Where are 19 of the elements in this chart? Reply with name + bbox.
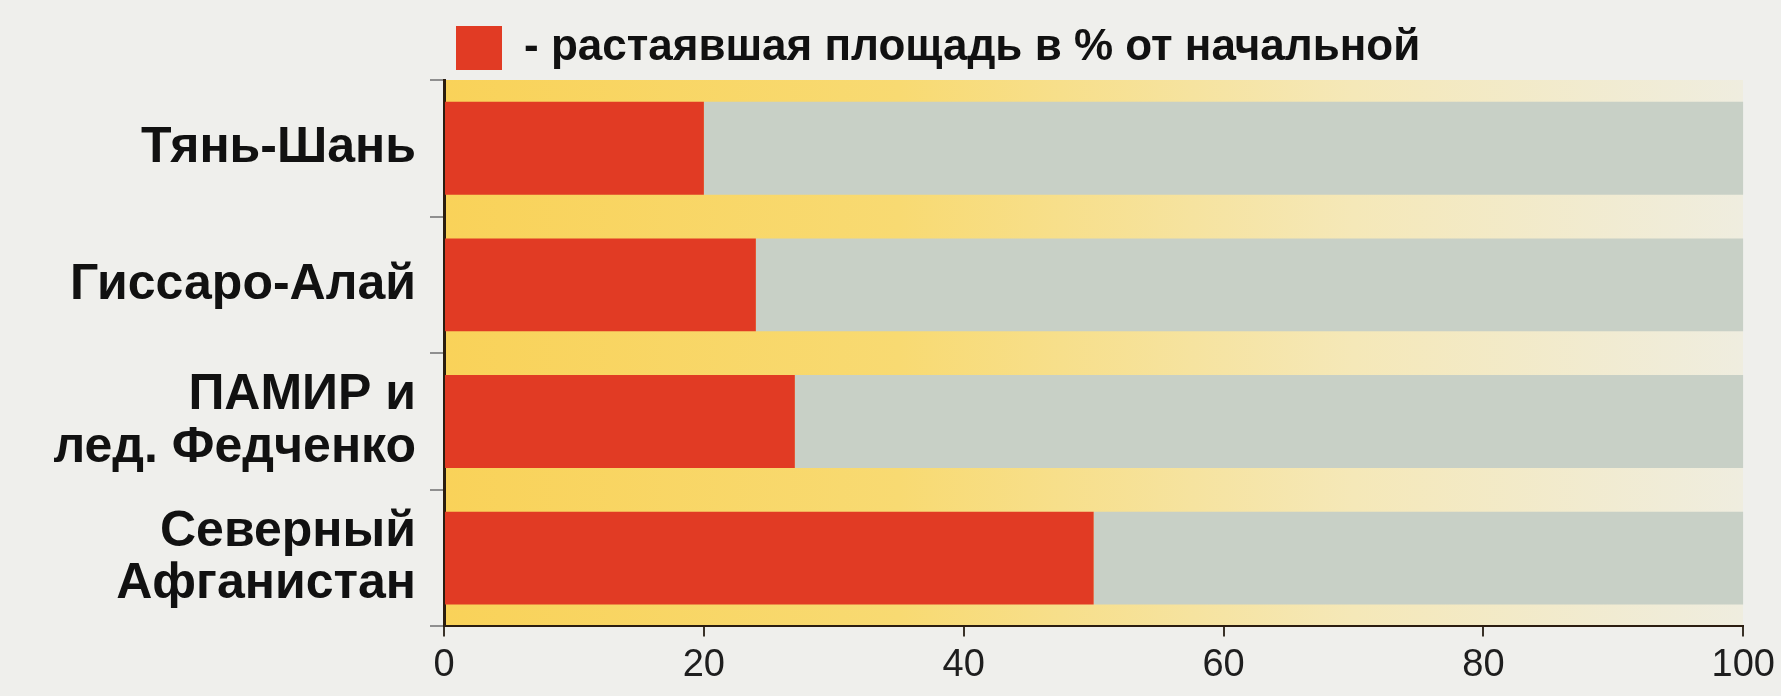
x-tick-label: 20: [682, 641, 725, 684]
y-tick-label: Северный Афганистан: [116, 500, 416, 610]
x-tick-label: 0: [433, 641, 455, 684]
x-tick-label: 40: [942, 641, 985, 684]
x-tick-label: 80: [1462, 641, 1505, 684]
bar: [445, 238, 756, 332]
x-tick-label: 100: [1711, 641, 1775, 684]
y-tick-label: Гиссаро-Алай: [69, 253, 416, 310]
bar: [755, 238, 1744, 332]
bar: [703, 101, 1744, 195]
bar: [445, 511, 1094, 605]
y-tick-label: Тянь-Шань: [140, 117, 416, 174]
bar: [445, 101, 704, 195]
bar: [445, 375, 795, 468]
x-tick-label: 60: [1202, 641, 1245, 684]
bar: [1093, 511, 1744, 605]
bar: [794, 375, 1744, 468]
y-tick-label: ПАМИР и лед. Федченко: [53, 364, 416, 473]
legend-label: - растаявшая площадь в % от начальной: [524, 20, 1421, 70]
